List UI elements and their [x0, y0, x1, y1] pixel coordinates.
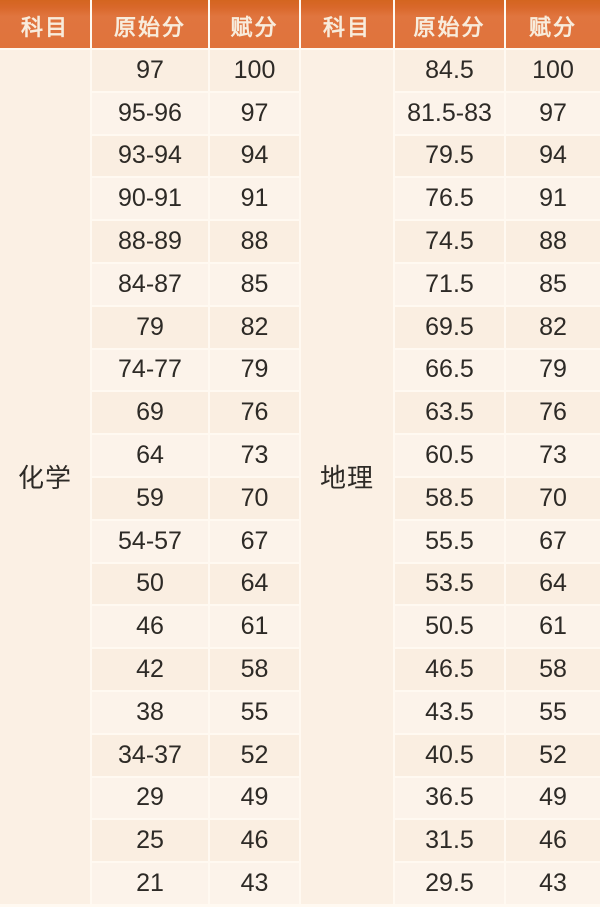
assigned-score-cell: 85: [506, 263, 600, 305]
raw-score-cell: 76.5: [395, 178, 504, 220]
raw-score-cell: 71.5: [395, 263, 504, 305]
raw-score-cell: 46.5: [395, 649, 504, 690]
assigned-score-cell: 64: [506, 563, 600, 605]
assigned-score-cell: 55: [506, 691, 600, 733]
assigned-score-cell: 94: [210, 135, 299, 177]
raw-score-cell: 34-37: [92, 734, 208, 776]
assigned-score-cell: 58: [210, 649, 299, 690]
header-raw-score-right: 原始分: [395, 0, 504, 48]
assigned-score-cell: 52: [506, 734, 600, 776]
raw-score-cell: 84.5: [395, 50, 504, 91]
raw-score-cell: 95-96: [92, 92, 208, 134]
raw-score-cell: 42: [92, 649, 208, 690]
raw-score-cell: 50: [92, 563, 208, 605]
header-assigned-score-left: 赋分: [210, 0, 299, 48]
assigned-score-cell: 82: [210, 306, 299, 348]
assigned-score-cell: 49: [506, 777, 600, 819]
assigned-score-cell: 73: [506, 435, 600, 476]
assigned-score-cell: 43: [506, 863, 600, 904]
assigned-score-cell: 94: [506, 135, 600, 177]
subject-cell-geography: 地理: [301, 50, 393, 904]
assigned-score-cell: 76: [506, 392, 600, 434]
raw-score-cell: 64: [92, 435, 208, 476]
assigned-score-cell: 61: [506, 606, 600, 648]
assigned-score-cell: 46: [210, 820, 299, 862]
assigned-score-cell: 67: [506, 520, 600, 562]
assigned-score-cell: 67: [210, 520, 299, 562]
assigned-score-cell: 91: [210, 178, 299, 220]
raw-score-cell: 69.5: [395, 306, 504, 348]
header-subject-right: 科目: [301, 0, 393, 48]
assigned-score-cell: 70: [506, 477, 600, 519]
assigned-score-cell: 58: [506, 649, 600, 690]
assigned-score-cell: 73: [210, 435, 299, 476]
raw-score-cell: 54-57: [92, 520, 208, 562]
raw-score-cell: 38: [92, 691, 208, 733]
raw-score-cell: 46: [92, 606, 208, 648]
raw-score-cell: 55.5: [395, 520, 504, 562]
assigned-score-cell: 49: [210, 777, 299, 819]
raw-score-cell: 93-94: [92, 135, 208, 177]
assigned-score-cell: 79: [210, 349, 299, 391]
assigned-score-cell: 52: [210, 734, 299, 776]
raw-score-cell: 43.5: [395, 691, 504, 733]
raw-score-cell: 84-87: [92, 263, 208, 305]
raw-score-cell: 81.5-83: [395, 92, 504, 134]
raw-score-cell: 74.5: [395, 221, 504, 262]
assigned-score-cell: 82: [506, 306, 600, 348]
raw-score-cell: 50.5: [395, 606, 504, 648]
assigned-score-cell: 85: [210, 263, 299, 305]
raw-score-cell: 69: [92, 392, 208, 434]
raw-score-cell: 31.5: [395, 820, 504, 862]
raw-score-cell: 59: [92, 477, 208, 519]
assigned-score-cell: 61: [210, 606, 299, 648]
raw-score-cell: 36.5: [395, 777, 504, 819]
raw-score-cell: 79: [92, 306, 208, 348]
raw-score-cell: 74-77: [92, 349, 208, 391]
assigned-score-cell: 55: [210, 691, 299, 733]
assigned-score-cell: 100: [506, 50, 600, 91]
header-subject-left: 科目: [0, 0, 90, 48]
raw-score-cell: 29: [92, 777, 208, 819]
assigned-score-cell: 97: [506, 92, 600, 134]
assigned-score-cell: 43: [210, 863, 299, 904]
raw-score-cell: 53.5: [395, 563, 504, 605]
raw-score-cell: 88-89: [92, 221, 208, 262]
assigned-score-cell: 88: [210, 221, 299, 262]
raw-score-cell: 29.5: [395, 863, 504, 904]
assigned-score-cell: 76: [210, 392, 299, 434]
header-raw-score-left: 原始分: [92, 0, 208, 48]
subject-cell-chemistry: 化学: [0, 50, 90, 904]
raw-score-cell: 79.5: [395, 135, 504, 177]
assigned-score-cell: 64: [210, 563, 299, 605]
assigned-score-cell: 100: [210, 50, 299, 91]
raw-score-cell: 60.5: [395, 435, 504, 476]
raw-score-cell: 58.5: [395, 477, 504, 519]
raw-score-cell: 40.5: [395, 734, 504, 776]
raw-score-cell: 66.5: [395, 349, 504, 391]
raw-score-cell: 90-91: [92, 178, 208, 220]
raw-score-cell: 21: [92, 863, 208, 904]
raw-score-cell: 97: [92, 50, 208, 91]
assigned-score-cell: 88: [506, 221, 600, 262]
header-assigned-score-right: 赋分: [506, 0, 600, 48]
assigned-score-cell: 79: [506, 349, 600, 391]
assigned-score-cell: 97: [210, 92, 299, 134]
assigned-score-cell: 70: [210, 477, 299, 519]
assigned-score-cell: 46: [506, 820, 600, 862]
raw-score-cell: 25: [92, 820, 208, 862]
assigned-score-cell: 91: [506, 178, 600, 220]
raw-score-cell: 63.5: [395, 392, 504, 434]
